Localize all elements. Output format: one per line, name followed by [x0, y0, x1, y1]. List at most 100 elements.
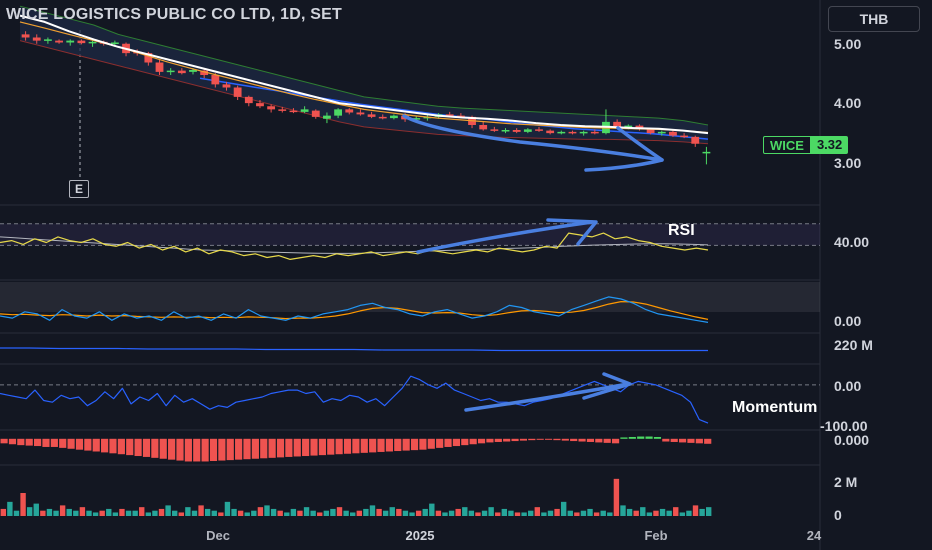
candle-body: [233, 87, 242, 97]
volume-bar: [574, 512, 580, 516]
histogram-bar: [695, 438, 703, 444]
candle-body: [691, 136, 700, 144]
rsi-tick: 40.00: [834, 234, 870, 250]
candle-body: [289, 110, 298, 113]
rsi-label: RSI: [668, 222, 695, 239]
volume-bar: [191, 510, 198, 516]
volume-bar: [310, 510, 316, 516]
volume-line-tick: 220 M: [834, 337, 873, 353]
rsi-signal-line: [0, 236, 709, 254]
rsi-line: [0, 232, 709, 260]
volume-line: [0, 347, 708, 352]
candle-body: [155, 62, 164, 72]
candle-body: [177, 70, 186, 74]
histogram-bar: [511, 438, 519, 442]
histogram-bar: [394, 438, 402, 452]
histogram-bar: [637, 436, 645, 439]
currency-selector[interactable]: THB: [828, 6, 920, 32]
volume-bar: [178, 512, 184, 516]
candle-body: [189, 70, 197, 72]
histogram-bar: [59, 438, 67, 448]
volume-bar: [600, 510, 606, 516]
volume-bar: [567, 510, 573, 516]
histogram-bar: [444, 438, 452, 447]
histogram-bar: [477, 438, 486, 444]
candle-body: [579, 131, 588, 134]
stoch-d-line: [0, 301, 709, 320]
volume-bar: [620, 505, 626, 516]
stoch-band-fill: [0, 282, 820, 312]
volume-bar: [706, 507, 712, 516]
histogram-bar: [494, 438, 502, 442]
candle-body: [479, 125, 488, 130]
histogram-bar: [235, 438, 243, 460]
volume-bar: [396, 508, 402, 516]
volume-bar: [382, 510, 389, 516]
last-price-badge: WICE 3.32: [763, 136, 849, 154]
momentum-label: Momentum: [732, 399, 818, 416]
histogram-bar: [704, 438, 712, 444]
histogram-bar: [486, 438, 494, 443]
histogram-bar: [184, 438, 192, 462]
volume-bar: [270, 508, 277, 516]
histogram-bar: [419, 438, 427, 450]
volume-bar: [277, 510, 283, 516]
volume-bar: [462, 507, 468, 516]
histogram-bar: [586, 438, 595, 442]
volume-bar: [435, 510, 442, 516]
histogram-bar: [377, 438, 385, 452]
volume-bar: [132, 510, 138, 516]
histogram-bar: [251, 438, 259, 459]
histogram-bar: [17, 438, 25, 446]
candle-body: [32, 37, 41, 41]
rsi-uptrend-arrow-head: [546, 218, 598, 246]
volume-bar: [46, 508, 53, 516]
volume-bar: [158, 508, 165, 516]
candle-body: [523, 129, 532, 132]
histogram-bar: [553, 438, 561, 441]
histogram-bar: [310, 438, 318, 456]
volume-bar: [343, 510, 349, 516]
volume-bar: [53, 510, 59, 516]
chart-title: WICE LOGISTICS PUBLIC CO LTD, 1D, SET: [6, 6, 343, 23]
volume-bar: [666, 510, 672, 516]
volume-bar: [92, 512, 99, 516]
histogram-bar: [117, 438, 125, 455]
histogram-bar: [176, 438, 184, 461]
histogram-bar: [42, 438, 50, 447]
histogram-bar: [436, 438, 444, 448]
histogram-bar: [34, 438, 42, 447]
earnings-marker[interactable]: E: [69, 180, 89, 198]
histogram-bar: [226, 438, 234, 461]
histogram-bar: [75, 438, 84, 450]
momentum-line: [0, 375, 709, 424]
volume-bar: [501, 508, 508, 516]
volume-bar: [59, 505, 66, 516]
histogram-bar: [193, 438, 201, 462]
histogram-bar: [410, 438, 419, 451]
volume-bar: [646, 512, 653, 516]
envelope-upper-line: [19, 5, 709, 126]
volume-bar: [125, 510, 132, 516]
volume-bar: [7, 501, 13, 516]
candle-body: [323, 115, 331, 119]
candle-body: [490, 129, 499, 131]
x-tick-feb: Feb: [644, 528, 668, 543]
volume-bar: [633, 510, 639, 516]
volume-bar: [363, 508, 369, 516]
volume-bar: [198, 505, 204, 516]
volume-bar: [488, 507, 494, 516]
volume-bar: [185, 507, 191, 516]
histogram-bar: [402, 438, 410, 451]
volume-bar: [204, 508, 211, 516]
histogram-bar: [678, 438, 687, 443]
histogram-bar: [142, 438, 151, 457]
candle-body: [311, 110, 320, 117]
volume-bar: [231, 508, 237, 516]
volume-bar: [402, 510, 409, 516]
volume-bar: [521, 512, 527, 516]
volume-bar: [580, 510, 587, 516]
volume-bar: [172, 510, 178, 516]
histogram-bar: [595, 438, 603, 443]
